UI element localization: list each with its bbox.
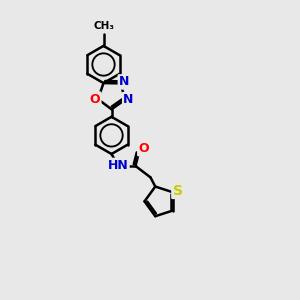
Text: O: O (138, 142, 149, 155)
Text: CH₃: CH₃ (93, 20, 114, 31)
Text: S: S (172, 184, 182, 198)
Text: N: N (119, 75, 129, 88)
Text: HN: HN (108, 159, 128, 172)
Text: N: N (123, 93, 134, 106)
Text: O: O (90, 93, 100, 106)
